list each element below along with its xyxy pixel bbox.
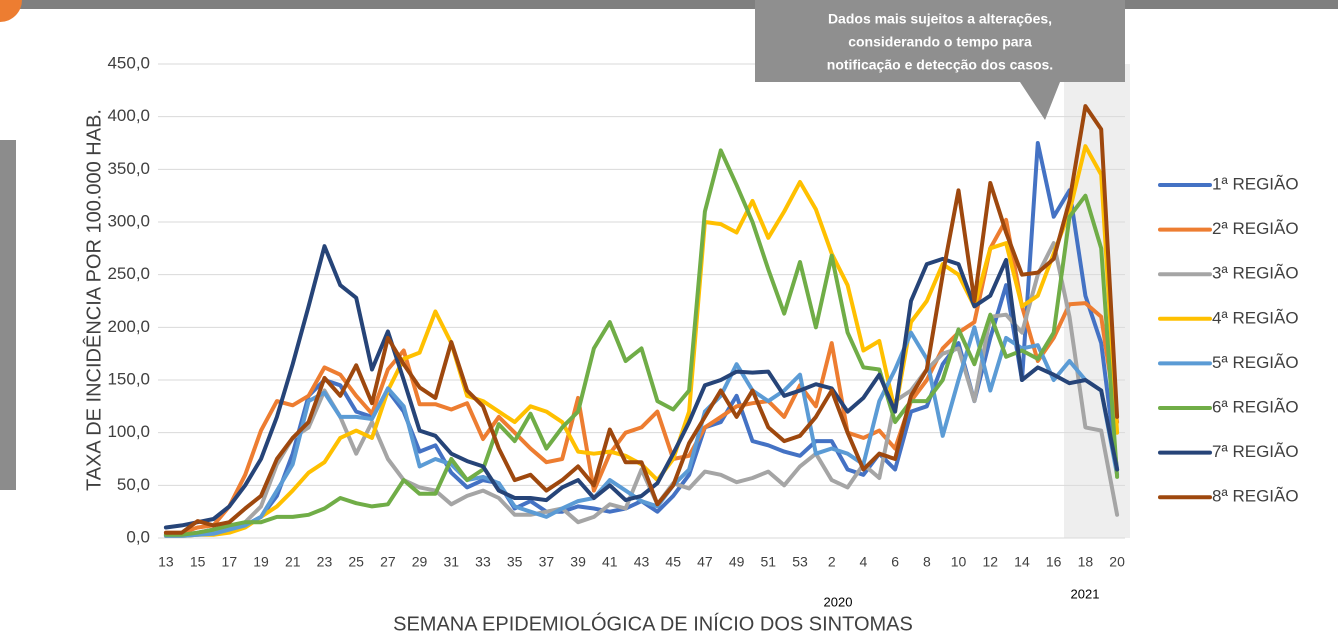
y-tick-label: 200,0 [107,317,150,336]
legend-label: 8ª REGIÃO [1212,487,1299,506]
x-tick-label: 35 [507,554,523,570]
x-tick-label: 47 [697,554,713,570]
x-tick-label: 16 [1046,554,1062,570]
series-line [163,148,1120,537]
x-tick-label: 41 [602,554,618,570]
x-tick-label: 53 [792,554,808,570]
x-tick-label: 19 [253,554,269,570]
year-label: 2021 [1071,586,1100,601]
y-tick-label: 0,0 [126,527,150,546]
x-tick-label: 25 [348,554,364,570]
legend-label: 6ª REGIÃO [1212,397,1299,416]
side-tab [0,140,16,490]
x-tick-label: 14 [1014,554,1030,570]
y-tick-label: 400,0 [107,106,150,125]
legend-label: 7ª REGIÃO [1212,442,1299,461]
corner-badge [0,0,22,22]
y-tick-label: 100,0 [107,422,150,441]
callout-text: notificação e detecção dos casos. [827,57,1053,73]
y-tick-label: 50,0 [117,475,150,494]
x-tick-label: 6 [891,554,899,570]
header-bar [0,0,1338,9]
legend-label: 4ª REGIÃO [1212,308,1299,327]
recent-weeks-shade [1064,64,1130,538]
y-tick-label: 250,0 [107,264,150,283]
y-tick-label: 150,0 [107,369,150,388]
x-tick-label: 27 [380,554,396,570]
callout-text: considerando o tempo para [848,34,1032,50]
x-tick-label: 51 [761,554,777,570]
legend-label: 2ª REGIÃO [1212,219,1299,238]
x-tick-label: 31 [443,554,459,570]
series-line [163,104,1120,535]
x-tick-label: 17 [222,554,238,570]
callout-text: Dados mais sujeitos a alterações, [828,11,1052,27]
series-line [163,141,1120,537]
x-tick-label: 29 [412,554,428,570]
y-tick-label: 450,0 [107,53,150,72]
x-tick-label: 12 [982,554,998,570]
x-tick-label: 21 [285,554,301,570]
year-label: 2020 [824,594,853,609]
lines [163,104,1120,538]
x-tick-label: 15 [190,554,206,570]
callout-box [755,0,1125,120]
y-tick-label: 300,0 [107,211,150,230]
x-tick-label: 33 [475,554,491,570]
series-line [163,244,1120,530]
y-axis-title: TAXA DE INCIDÊNCIA POR 100.000 HAB. [82,109,105,491]
x-tick-label: 43 [634,554,650,570]
x-tick-label: 23 [317,554,333,570]
x-axis-title: SEMANA EPIDEMIOLÓGICA DE INÍCIO DOS SINT… [393,612,913,635]
x-tick-label: 4 [860,554,868,570]
legend-label: 1ª REGIÃO [1212,174,1299,193]
x-tick-label: 13 [158,554,174,570]
x-tick-label: 10 [951,554,967,570]
x-tick-label: 2 [828,554,836,570]
legend-label: 5ª REGIÃO [1212,353,1299,372]
y-tick-label: 350,0 [107,159,150,178]
series-line [163,241,1120,538]
series-line [163,325,1120,538]
x-tick-label: 45 [665,554,681,570]
x-tick-label: 18 [1078,554,1094,570]
x-tick-label: 37 [539,554,555,570]
x-tick-label: 39 [570,554,586,570]
legend-label: 3ª REGIÃO [1212,264,1299,283]
x-tick-label: 20 [1109,554,1125,570]
series-line [163,144,1120,538]
x-tick-label: 49 [729,554,745,570]
x-tick-label: 8 [923,554,931,570]
